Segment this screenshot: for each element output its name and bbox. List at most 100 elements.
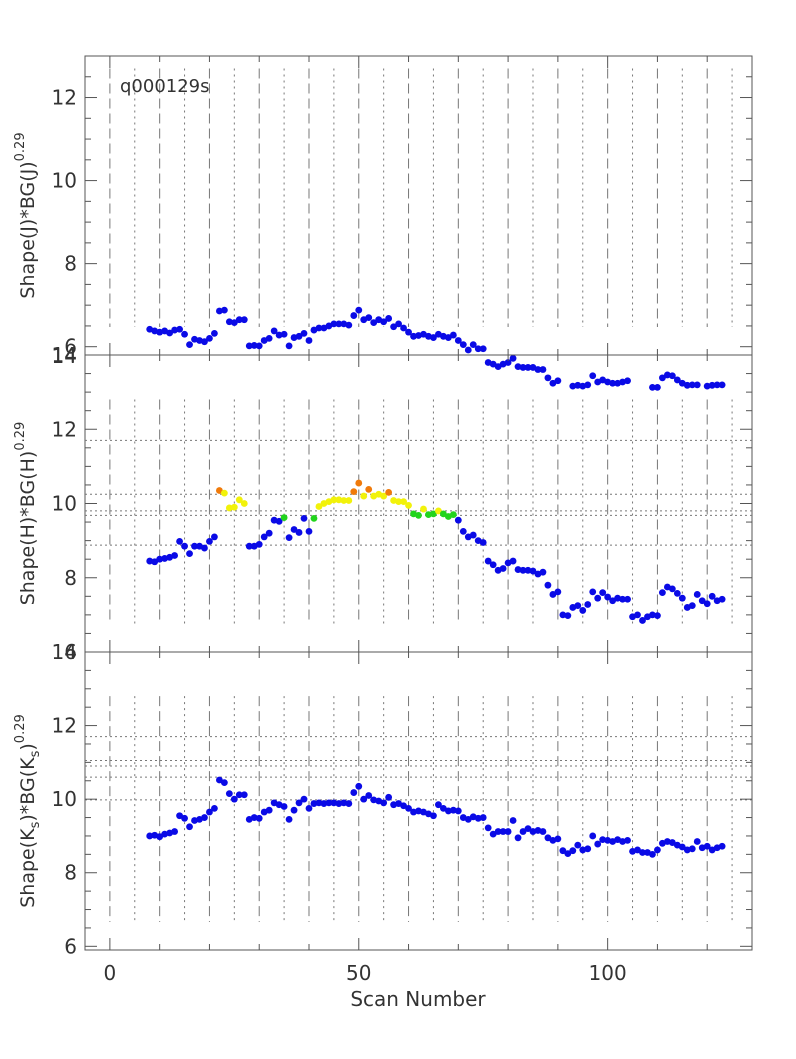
data-point (624, 836, 631, 844)
data-point (250, 814, 258, 821)
data-point (350, 488, 358, 496)
data-point (678, 843, 686, 851)
data-point (688, 602, 696, 609)
data-point (554, 377, 562, 385)
data-point (171, 552, 178, 559)
data-point (285, 342, 293, 350)
data-point (365, 485, 373, 493)
data-point (330, 496, 338, 504)
data-point (693, 591, 701, 598)
data-point (255, 342, 263, 350)
panel-K: 6 8 10 12 14 Shape(Ks)*BG(Ks)0.29 (13, 640, 753, 958)
data-point (285, 534, 293, 542)
x-tick-label: 50 (346, 961, 371, 985)
data-point (365, 792, 373, 799)
data-point (519, 566, 527, 574)
data-point (156, 555, 164, 563)
data-point (430, 334, 437, 341)
data-point (270, 327, 278, 335)
data-point (355, 782, 363, 790)
data-point (220, 306, 228, 314)
data-point (693, 838, 701, 845)
data-point (673, 376, 681, 384)
panel-H: 6 8 10 12 14 Shape(H)*BG(H)0.29 (13, 343, 753, 664)
data-point (340, 799, 348, 807)
data-point (564, 850, 572, 858)
data-point (654, 846, 661, 854)
data-point (703, 600, 711, 608)
data-point (584, 601, 592, 608)
data-point (260, 533, 268, 541)
data-point (634, 611, 641, 619)
data-point (654, 383, 661, 391)
data-point (176, 537, 183, 545)
data-point (649, 850, 656, 858)
data-point (474, 814, 482, 822)
data-point (519, 828, 527, 835)
data-point (594, 840, 602, 848)
y-tick-label: 10 (52, 169, 77, 193)
data-point (191, 542, 198, 550)
data-point (574, 602, 582, 609)
y-tick-label: 8 (64, 566, 77, 590)
data-point (280, 330, 288, 338)
data-point (405, 501, 412, 509)
data-point (484, 824, 492, 832)
y-tick-label: 12 (52, 417, 77, 441)
data-point (181, 814, 188, 822)
data-point (230, 319, 238, 327)
data-point (181, 330, 188, 338)
data-point (559, 611, 567, 619)
data-point (300, 330, 308, 337)
data-point (315, 324, 323, 332)
data-point (395, 498, 402, 506)
data-point (280, 803, 288, 810)
y-tick-label: 10 (52, 492, 77, 516)
data-point (584, 381, 592, 389)
y-axis-label: Shape(Ks)*BG(Ks)0.29 (13, 714, 43, 908)
data-point (380, 799, 388, 807)
data-point (380, 492, 388, 500)
data-point (330, 320, 338, 328)
data-point (201, 814, 208, 821)
data-point (474, 345, 482, 353)
data-point (265, 334, 273, 342)
data-point (464, 346, 472, 354)
data-point (539, 828, 547, 835)
data-point (559, 847, 567, 855)
data-point (235, 316, 243, 324)
data-point (415, 511, 422, 519)
data-point (435, 801, 442, 809)
data-point (235, 791, 243, 799)
data-point (589, 832, 597, 840)
data-point (365, 314, 373, 322)
data-point (713, 381, 721, 389)
data-point (435, 507, 442, 515)
data-point (315, 503, 323, 510)
data-point (325, 799, 333, 807)
data-point (649, 383, 656, 391)
data-point (405, 328, 412, 336)
data-point (718, 595, 726, 603)
data-point (449, 511, 457, 519)
data-point (225, 504, 233, 512)
y-tick-label: 8 (64, 861, 77, 885)
y-tick-label: 12 (52, 714, 77, 738)
data-point (305, 804, 313, 812)
data-point (524, 566, 532, 574)
data-point (310, 800, 318, 807)
data-point (275, 517, 283, 525)
y-tick-label: 14 (52, 344, 77, 368)
data-point (295, 799, 303, 807)
data-point (479, 345, 487, 353)
data-point (186, 823, 193, 831)
data-point (305, 337, 313, 344)
panel-J: 6 8 10 12 14 Shape(J)*BG(J)0.29 (13, 55, 753, 391)
data-point (698, 597, 706, 605)
data-point (186, 341, 193, 349)
x-tick-label: 100 (589, 961, 627, 985)
data-point (449, 806, 457, 814)
data-point (345, 321, 353, 329)
data-point (255, 540, 263, 548)
data-point (449, 331, 457, 339)
